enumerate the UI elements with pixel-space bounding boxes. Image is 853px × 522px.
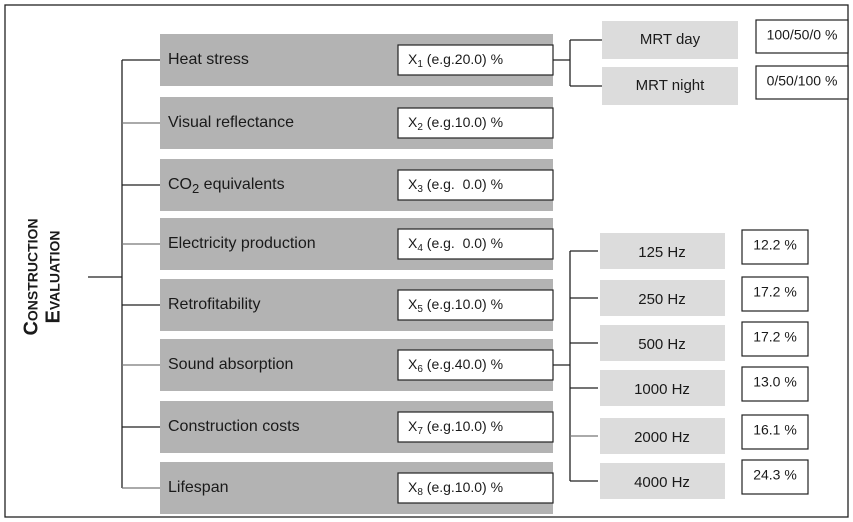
criterion-label: Sound absorption — [168, 356, 293, 373]
weight-var: X — [408, 114, 418, 130]
sub-value: 24.3 % — [753, 467, 797, 483]
sub-value-box — [741, 366, 809, 402]
criterion-label: Construction costs — [168, 418, 300, 435]
sub-value-box — [741, 459, 809, 495]
sub-label: 250 Hz — [638, 291, 686, 308]
weight-box — [397, 349, 554, 381]
weight-sub: 4 — [417, 243, 423, 254]
weight-box — [397, 411, 554, 443]
sub-label: 1000 Hz — [634, 381, 690, 398]
weight-input: X6 (e.g.40.0) % — [408, 356, 503, 375]
weight-input: X5 (e.g.10.0) % — [408, 296, 503, 315]
weight-var: X — [408, 479, 418, 495]
weight-box — [397, 228, 554, 260]
sub-value: 16.1 % — [753, 422, 797, 438]
sub-box — [600, 233, 725, 269]
weight-text: (e.g.10.0) % — [423, 296, 503, 312]
label-text: CO — [168, 176, 192, 193]
root-line: Construction — [20, 218, 42, 335]
label-text: Retrofitability — [168, 296, 260, 313]
sub-box — [600, 325, 725, 361]
sub-value: 13.0 % — [753, 374, 797, 390]
label-text: Lifespan — [168, 479, 229, 496]
sub-box — [602, 67, 738, 105]
weight-box — [397, 107, 554, 139]
sub-value-box — [741, 414, 809, 450]
criterion-label: Lifespan — [168, 479, 229, 496]
criterion-label: Retrofitability — [168, 296, 260, 313]
sub-value-box — [741, 276, 809, 312]
weight-input: X8 (e.g.10.0) % — [408, 479, 503, 498]
label-text: Sound absorption — [168, 356, 293, 373]
weight-text: (e.g.10.0) % — [423, 479, 503, 495]
sub-label: 500 Hz — [638, 336, 686, 353]
weight-input: X2 (e.g.10.0) % — [408, 114, 503, 133]
weight-box — [397, 169, 554, 201]
label-text: Electricity production — [168, 235, 316, 252]
weight-text: (e.g.10.0) % — [423, 114, 503, 130]
weight-box — [397, 289, 554, 321]
label-text: Heat stress — [168, 51, 249, 68]
weight-var: X — [408, 296, 418, 312]
label-text: Visual reflectance — [168, 114, 294, 131]
sub-value-box — [755, 19, 849, 54]
weight-input: X1 (e.g.20.0) % — [408, 51, 503, 70]
weight-text: (e.g.40.0) % — [423, 356, 503, 372]
weight-text: (e.g.10.0) % — [423, 418, 503, 434]
weight-sub: 1 — [417, 59, 423, 70]
label-rest: equivalents — [199, 176, 284, 193]
sub-value: 0/50/100 % — [767, 73, 838, 89]
sub-value-box — [741, 229, 809, 265]
weight-sub: 2 — [417, 122, 423, 133]
weight-var: X — [408, 176, 418, 192]
sub-label: 125 Hz — [638, 244, 686, 261]
weight-input: X7 (e.g.10.0) % — [408, 418, 503, 437]
weight-sub: 3 — [417, 184, 423, 195]
sub-box — [600, 370, 725, 406]
weight-var: X — [408, 418, 418, 434]
weight-text: (e.g. 0.0) % — [423, 235, 503, 251]
sub-box — [600, 280, 725, 316]
criterion-label: CO2 equivalents — [168, 176, 285, 196]
sub-value: 17.2 % — [753, 284, 797, 300]
sub-label: 4000 Hz — [634, 474, 690, 491]
root-label: Construction Evaluation — [20, 218, 64, 335]
root-line: Evaluation — [42, 231, 64, 324]
label-text: Construction costs — [168, 418, 300, 435]
weight-sub: 8 — [417, 487, 423, 498]
criterion-label: Electricity production — [168, 235, 316, 252]
sub-value: 12.2 % — [753, 237, 797, 253]
weight-box — [397, 472, 554, 504]
weight-input: X3 (e.g. 0.0) % — [408, 176, 503, 195]
weight-sub: 5 — [417, 304, 423, 315]
sub-box — [600, 463, 725, 499]
criterion-label: Visual reflectance — [168, 114, 294, 131]
sub-value-box — [741, 321, 809, 357]
criterion-label: Heat stress — [168, 51, 249, 68]
weight-sub: 7 — [417, 426, 423, 437]
label-sub: 2 — [192, 181, 199, 196]
sub-box — [600, 418, 725, 454]
sub-value-box — [755, 65, 849, 100]
weight-text: (e.g. 0.0) % — [423, 176, 503, 192]
sub-label: MRT night — [636, 77, 705, 94]
weight-text: (e.g.20.0) % — [423, 51, 503, 67]
weight-var: X — [408, 51, 418, 67]
weight-var: X — [408, 235, 418, 251]
sub-value: 100/50/0 % — [767, 27, 838, 43]
weight-input: X4 (e.g. 0.0) % — [408, 235, 503, 254]
weight-var: X — [408, 356, 418, 372]
sub-label: MRT day — [640, 31, 701, 48]
weight-sub: 6 — [417, 364, 423, 375]
sub-value: 17.2 % — [753, 329, 797, 345]
sub-label: 2000 Hz — [634, 429, 690, 446]
sub-box — [602, 21, 738, 59]
